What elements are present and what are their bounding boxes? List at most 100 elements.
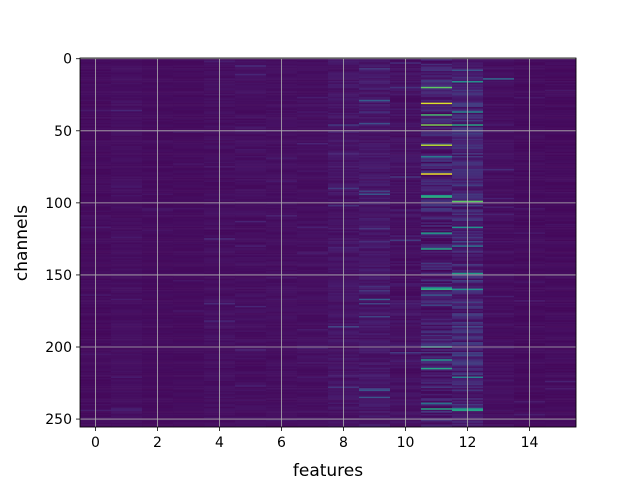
heatmap-cell bbox=[421, 194, 453, 197]
heatmap-cell bbox=[483, 203, 515, 206]
heatmap-cell bbox=[111, 416, 143, 419]
heatmap-cell bbox=[111, 367, 143, 370]
heatmap-cell bbox=[359, 297, 391, 300]
heatmap-cell bbox=[421, 415, 453, 418]
heatmap-cell bbox=[421, 412, 453, 415]
heatmap-cell bbox=[483, 403, 515, 406]
heatmap-cell bbox=[483, 161, 515, 164]
heatmap-cell bbox=[297, 385, 329, 387]
heatmap-cell bbox=[235, 415, 267, 418]
heatmap-cell bbox=[111, 320, 143, 323]
heatmap-cell bbox=[235, 83, 267, 86]
heatmap-cell bbox=[297, 144, 329, 147]
heatmap-cell bbox=[111, 96, 143, 99]
heatmap-cell bbox=[421, 229, 453, 232]
heatmap-cell bbox=[297, 408, 329, 410]
y-tick-label: 150 bbox=[45, 268, 72, 284]
heatmap-cell bbox=[235, 320, 267, 323]
heatmap-cell bbox=[483, 62, 515, 65]
heatmap-cell bbox=[111, 107, 143, 109]
heatmap-cell bbox=[235, 295, 267, 298]
heatmap-cell bbox=[483, 369, 515, 372]
heatmap-cell bbox=[235, 357, 267, 360]
heatmap-cell bbox=[173, 414, 205, 416]
heatmap-cell bbox=[111, 362, 143, 364]
heatmap-cell bbox=[173, 259, 205, 262]
heatmap-cell bbox=[111, 383, 143, 386]
heatmap-cell bbox=[483, 225, 515, 227]
heatmap-cell bbox=[359, 193, 391, 196]
heatmap-cell bbox=[235, 269, 267, 272]
heatmap-cell bbox=[235, 304, 267, 307]
heatmap-cell bbox=[359, 233, 391, 236]
heatmap-cell bbox=[111, 249, 143, 252]
heatmap-cell bbox=[235, 206, 267, 209]
heatmap-cell bbox=[235, 190, 267, 193]
heatmap-cell bbox=[111, 148, 143, 151]
heatmap-cell bbox=[421, 107, 453, 109]
heatmap-cell bbox=[235, 81, 267, 83]
heatmap-cell bbox=[545, 73, 577, 76]
heatmap-cell bbox=[111, 114, 143, 116]
heatmap-cell bbox=[545, 422, 577, 425]
heatmap-cell bbox=[111, 303, 143, 305]
heatmap-cell bbox=[483, 66, 515, 69]
heatmap-cell bbox=[297, 337, 329, 340]
heatmap-cell bbox=[111, 138, 143, 141]
heatmap-cell bbox=[111, 79, 143, 82]
heatmap-cell bbox=[297, 248, 329, 251]
heatmap-cell bbox=[297, 393, 329, 396]
heatmap-cell bbox=[297, 320, 329, 323]
heatmap-cell bbox=[359, 241, 391, 243]
heatmap-cell bbox=[235, 238, 267, 240]
heatmap-cell bbox=[483, 137, 515, 140]
heatmap-cell bbox=[545, 277, 577, 279]
heatmap-cell bbox=[173, 215, 205, 217]
heatmap-cell bbox=[483, 339, 515, 341]
heatmap-cell bbox=[359, 75, 391, 78]
heatmap-cell bbox=[421, 104, 453, 106]
heatmap-cell bbox=[297, 380, 329, 383]
heatmap-cell bbox=[421, 96, 453, 99]
heatmap-cell bbox=[111, 343, 143, 346]
heatmap-cell bbox=[297, 300, 329, 302]
heatmap-cell bbox=[359, 125, 391, 128]
heatmap-cell bbox=[297, 233, 329, 236]
heatmap-cell bbox=[545, 353, 577, 356]
heatmap-cell bbox=[421, 228, 453, 230]
heatmap-cell bbox=[111, 388, 143, 390]
heatmap-cell bbox=[111, 373, 143, 376]
heatmap-cell bbox=[235, 69, 267, 72]
heatmap-cell bbox=[359, 148, 391, 151]
heatmap-cell bbox=[297, 295, 329, 298]
heatmap-cell bbox=[545, 117, 577, 119]
heatmap-cell bbox=[111, 285, 143, 288]
heatmap-cell bbox=[111, 307, 143, 310]
heatmap-cell bbox=[421, 180, 453, 183]
heatmap-cell bbox=[421, 297, 453, 300]
heatmap-cell bbox=[483, 259, 515, 262]
heatmap-cell bbox=[111, 78, 143, 80]
heatmap-cell bbox=[545, 230, 577, 233]
heatmap-cell bbox=[173, 308, 205, 311]
heatmap-cell bbox=[111, 277, 143, 279]
heatmap-cell bbox=[359, 105, 391, 108]
heatmap-cell bbox=[235, 72, 267, 75]
heatmap-cell bbox=[235, 252, 267, 255]
heatmap-cell bbox=[545, 256, 577, 259]
heatmap-cell bbox=[297, 151, 329, 154]
heatmap-cell bbox=[545, 323, 577, 325]
heatmap-cell bbox=[235, 272, 267, 275]
heatmap-cell bbox=[483, 127, 515, 129]
heatmap-cell bbox=[483, 313, 515, 315]
heatmap-cell bbox=[545, 222, 577, 225]
heatmap-cell bbox=[483, 183, 515, 186]
heatmap-cell bbox=[483, 145, 515, 148]
heatmap-cell bbox=[359, 336, 391, 338]
heatmap-cell bbox=[421, 350, 453, 353]
heatmap-cell bbox=[483, 406, 515, 409]
heatmap-cell bbox=[111, 275, 143, 278]
heatmap-cell bbox=[359, 373, 391, 376]
heatmap-cell bbox=[483, 223, 515, 226]
heatmap-cell bbox=[111, 95, 143, 98]
